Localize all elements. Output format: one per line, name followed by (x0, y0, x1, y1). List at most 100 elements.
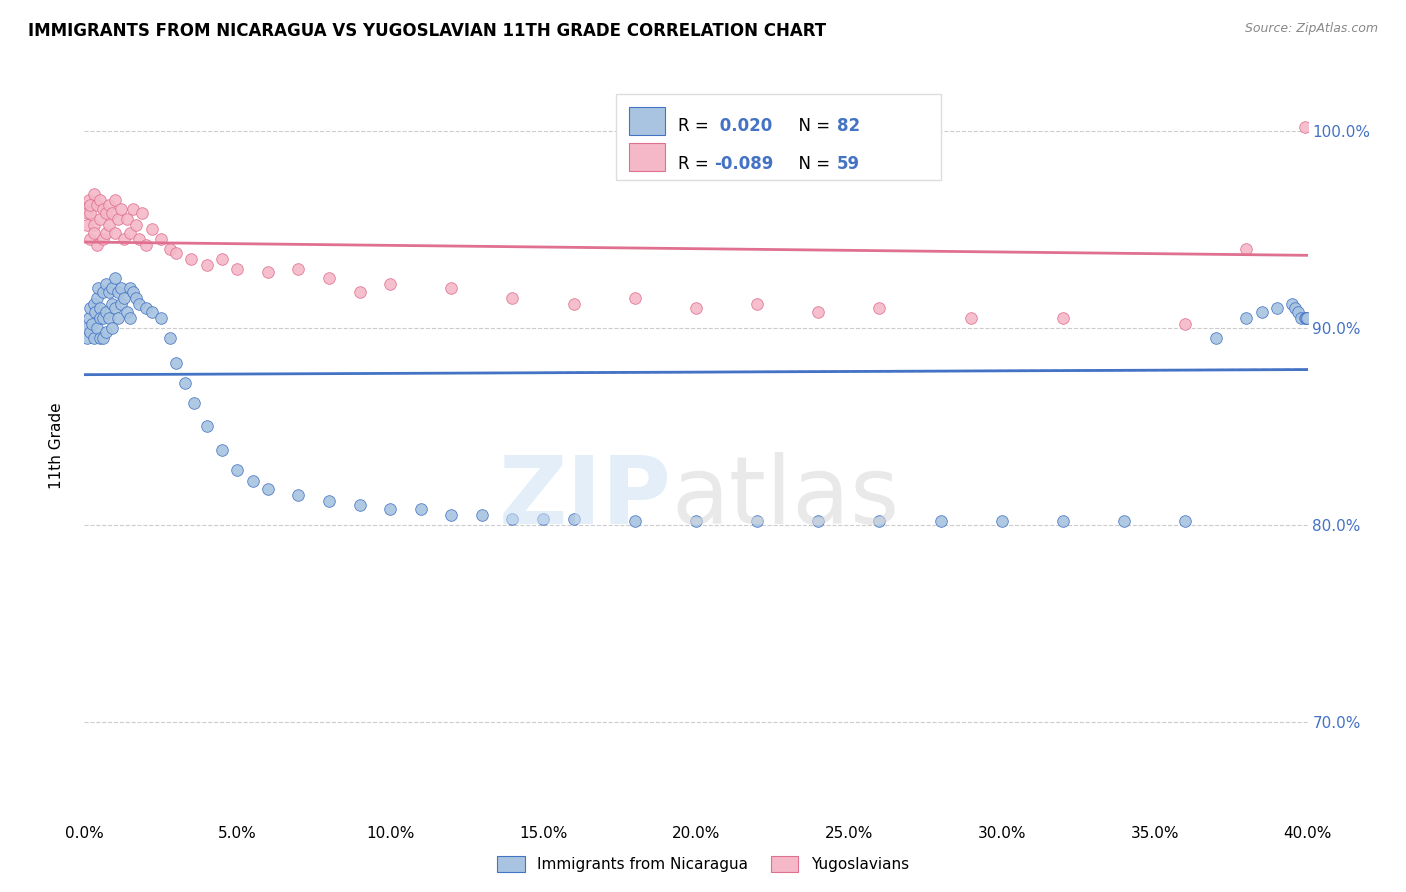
Point (86, 238, 108, 252)
Point (112, 232, 135, 246)
Point (77, 310, 100, 325)
Point (120, 226, 142, 240)
Point (685, 301, 707, 315)
Point (115, 212, 138, 227)
FancyBboxPatch shape (628, 143, 665, 171)
Point (960, 310, 983, 325)
Point (195, 419, 218, 434)
Point (1174, 317, 1197, 331)
Point (110, 202, 132, 217)
Text: 59: 59 (837, 154, 859, 172)
Point (183, 395, 205, 409)
Point (89, 193, 111, 207)
Text: -0.089: -0.089 (714, 154, 773, 172)
Point (91, 232, 114, 246)
Text: R =: R = (678, 117, 714, 135)
Point (104, 301, 127, 315)
Text: atlas: atlas (672, 452, 900, 544)
Point (101, 206, 124, 220)
Point (991, 514, 1014, 528)
Point (101, 281, 124, 295)
Text: N =: N = (787, 117, 835, 135)
Point (75, 320, 97, 334)
Point (83, 226, 105, 240)
Point (79, 232, 101, 246)
Point (86, 291, 108, 305)
Y-axis label: 11th Grade: 11th Grade (49, 402, 63, 490)
Point (531, 512, 554, 526)
Point (349, 498, 371, 512)
Point (1296, 310, 1319, 325)
Point (562, 512, 585, 526)
Point (165, 356, 187, 370)
Point (1205, 330, 1227, 344)
Point (1294, 120, 1316, 134)
Point (101, 297, 124, 311)
Point (211, 442, 233, 457)
Point (79, 325, 101, 339)
Legend: Immigrants from Nicaragua, Yugoslavians: Immigrants from Nicaragua, Yugoslavians (489, 848, 917, 880)
Point (83, 186, 105, 201)
Point (380, 502, 402, 516)
Point (1174, 514, 1197, 528)
Point (287, 488, 309, 502)
Point (257, 265, 280, 279)
Point (107, 310, 129, 325)
Point (257, 483, 280, 497)
Point (83, 297, 105, 311)
Point (97, 218, 120, 232)
Point (1291, 310, 1313, 325)
Point (409, 502, 432, 516)
Point (159, 242, 181, 256)
Point (195, 258, 218, 272)
Point (869, 301, 891, 315)
Point (807, 305, 830, 319)
Point (226, 463, 249, 477)
Point (1052, 514, 1074, 528)
Point (440, 281, 463, 295)
Point (79, 206, 101, 220)
Point (318, 271, 340, 285)
Point (562, 297, 585, 311)
Point (89, 330, 111, 344)
Point (128, 297, 150, 311)
Point (685, 514, 707, 528)
Point (80, 317, 103, 331)
Point (135, 238, 157, 252)
Point (115, 305, 138, 319)
Point (79, 198, 101, 212)
Point (747, 514, 769, 528)
Point (104, 226, 127, 240)
Point (1295, 310, 1317, 325)
Point (76, 330, 98, 344)
Point (89, 310, 111, 325)
Point (502, 291, 524, 305)
Point (91, 202, 114, 217)
Point (75, 202, 97, 217)
Point (125, 291, 148, 305)
Point (86, 320, 108, 334)
Point (120, 281, 142, 295)
Point (84, 305, 107, 319)
Text: Source: ZipAtlas.com: Source: ZipAtlas.com (1244, 22, 1378, 36)
Point (165, 245, 187, 260)
Text: ZIP: ZIP (499, 452, 672, 544)
Point (76, 206, 98, 220)
Point (149, 310, 172, 325)
Point (107, 285, 129, 300)
FancyBboxPatch shape (628, 106, 665, 135)
Point (471, 508, 494, 522)
Point (440, 508, 463, 522)
Point (349, 285, 371, 300)
Point (624, 514, 647, 528)
Point (380, 277, 402, 292)
Point (135, 301, 157, 315)
Point (502, 512, 524, 526)
Point (1114, 514, 1136, 528)
Point (141, 222, 163, 236)
Point (242, 475, 264, 489)
Point (226, 261, 249, 276)
Point (929, 514, 952, 528)
Point (94, 325, 117, 339)
Point (1236, 310, 1258, 325)
